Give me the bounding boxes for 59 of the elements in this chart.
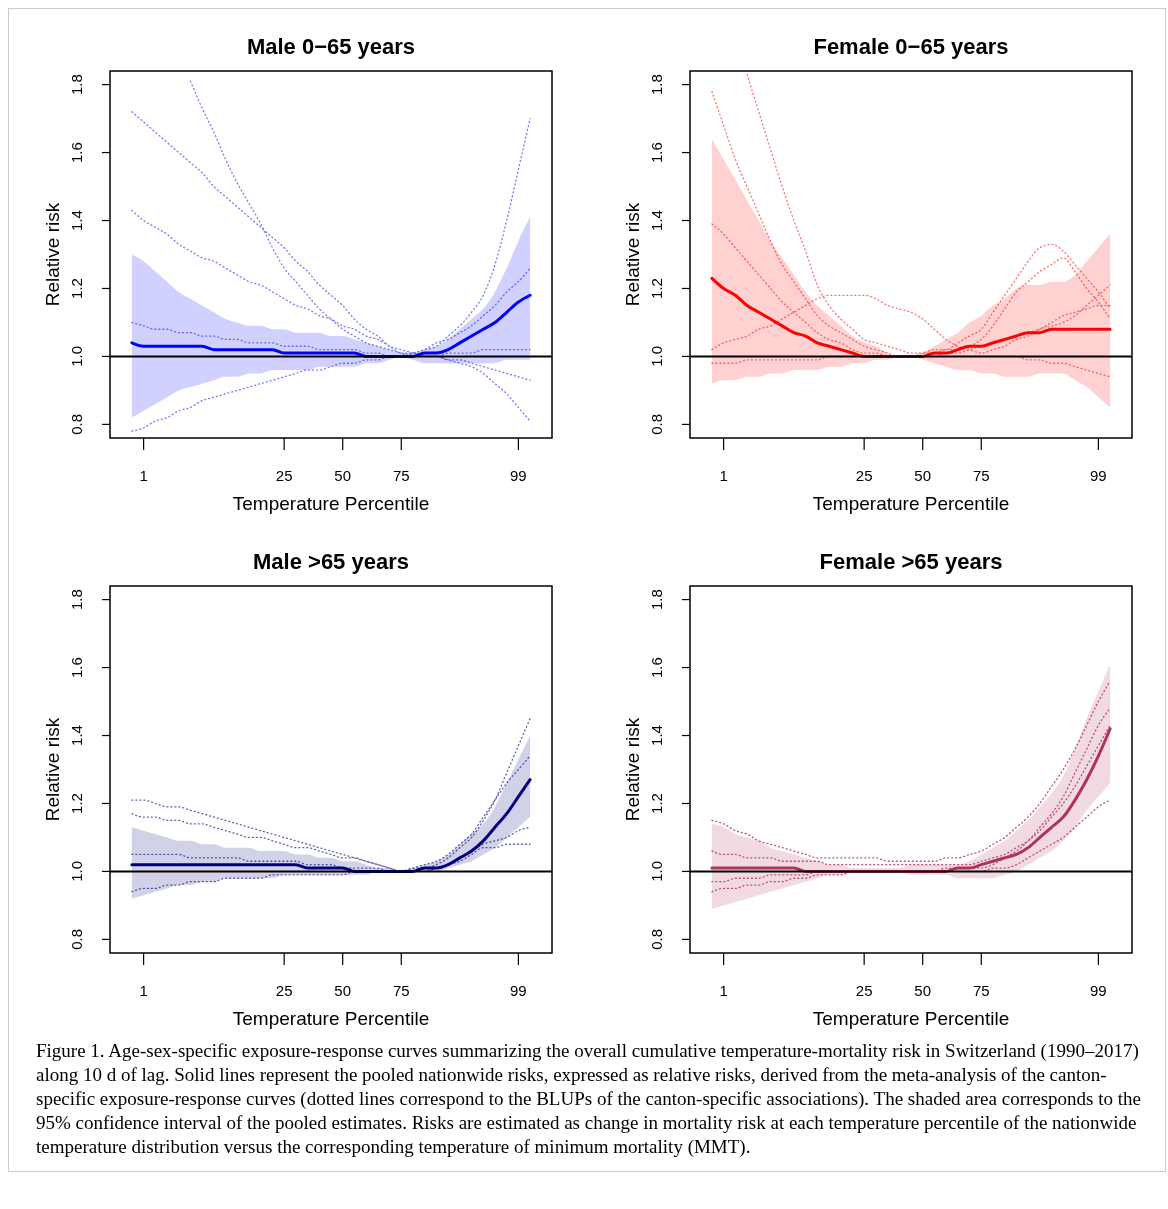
x-tick-label: 75: [972, 982, 990, 999]
y-tick-label: 1.6: [648, 657, 665, 678]
line-series: [711, 680, 1111, 862]
x-tick-label: 1: [719, 467, 728, 484]
x-tick-label: 75: [972, 467, 990, 484]
y-tick-label: 1.2: [68, 793, 85, 814]
y-tick-label: 0.8: [648, 413, 665, 435]
x-tick-label: 75: [392, 982, 410, 999]
x-tick-label: 99: [510, 982, 527, 999]
chart-title: Male >65 years: [253, 549, 409, 574]
x-tick-label: 50: [334, 467, 352, 484]
x-tick-label: 75: [392, 467, 410, 484]
y-tick-label: 0.8: [68, 928, 85, 950]
x-tick-label: 50: [334, 982, 352, 999]
x-axis-title: Temperature Percentile: [232, 493, 430, 514]
x-tick-label: 50: [914, 982, 932, 999]
y-tick-label: 1.0: [648, 346, 665, 367]
x-tick-label: 1: [719, 982, 728, 999]
y-tick-label: 1.0: [68, 861, 85, 882]
y-tick-label: 1.2: [648, 793, 665, 814]
y-axis-title: Relative risk: [42, 717, 63, 822]
x-tick-label: 50: [914, 467, 932, 484]
y-tick-label: 1.6: [68, 657, 85, 678]
y-tick-label: 1.4: [648, 725, 665, 746]
y-tick-label: 1.2: [68, 278, 85, 299]
y-tick-label: 1.6: [648, 142, 665, 163]
y-tick-label: 1.8: [648, 589, 665, 611]
y-tick-label: 1.0: [648, 861, 665, 882]
y-tick-label: 1.2: [648, 278, 665, 299]
y-axis-title: Relative risk: [622, 202, 643, 307]
x-tick-label: 1: [139, 467, 148, 484]
y-axis-title: Relative risk: [42, 202, 63, 307]
line-series: [131, 717, 531, 873]
caption: Figure 1. Age-sex-specific exposure-response curves summarizing the overall cumulative temperature-mortality risk in Switzerland (1990–2017) along 10 d of lag. Solid lines represent the pooled nationwide risks, expressed as relative risks, derived from the meta-analysis of the canton-specific exposure-response curves (dotted lines correspond to the BLUPs of the canton-specific associations). The shaded area corresponds to the 95% confidence interval of the pooled estimates. Risks are estimated as change in mortality risk at each temperature percentile of the nationwide temperature distribution versus the corresponding temperature of minimum mortality (MMT).: [36, 1039, 1142, 1159]
y-tick-label: 1.4: [648, 210, 665, 231]
x-tick-label: 99: [1090, 982, 1107, 999]
x-tick-label: 25: [855, 982, 873, 999]
x-tick-label: 25: [275, 982, 293, 999]
chart-title: Male 0−65 years: [246, 34, 416, 59]
x-tick-label: 25: [275, 467, 293, 484]
x-tick-label: 99: [1090, 467, 1107, 484]
y-tick-label: 0.8: [68, 413, 85, 435]
y-axis-title: Relative risk: [622, 717, 643, 822]
x-tick-label: 99: [510, 467, 527, 484]
chart-title: Female 0−65 years: [813, 34, 1009, 59]
y-tick-label: 1.6: [68, 142, 85, 163]
y-tick-label: 1.8: [648, 74, 665, 96]
y-tick-label: 1.4: [68, 725, 85, 746]
x-axis-title: Temperature Percentile: [812, 1008, 1010, 1029]
y-tick-label: 1.0: [68, 346, 85, 367]
chart-title: Female >65 years: [819, 549, 1003, 574]
x-tick-label: 25: [855, 467, 873, 484]
y-tick-label: 1.4: [68, 210, 85, 231]
y-tick-label: 1.8: [68, 589, 85, 611]
y-tick-label: 1.8: [68, 74, 85, 96]
x-axis-title: Temperature Percentile: [812, 493, 1010, 514]
x-tick-label: 1: [139, 982, 148, 999]
x-axis-title: Temperature Percentile: [232, 1008, 430, 1029]
y-tick-label: 0.8: [648, 928, 665, 950]
